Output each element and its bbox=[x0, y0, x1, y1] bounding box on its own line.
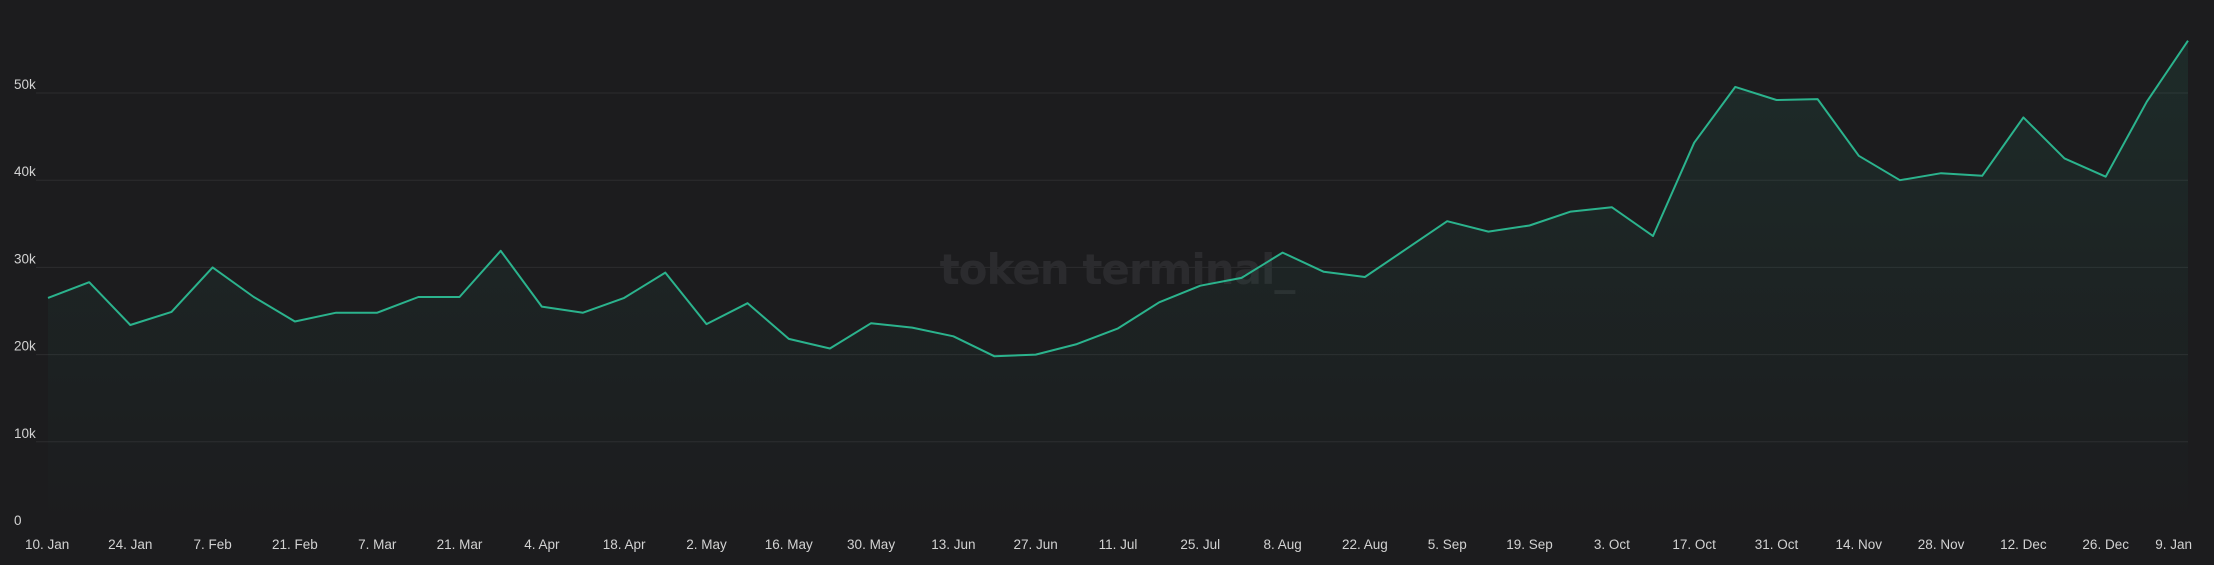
x-tick-label: 24. Jan bbox=[108, 537, 152, 552]
x-tick-label: 21. Feb bbox=[272, 537, 318, 552]
series-line-group bbox=[47, 40, 2189, 358]
y-axis-labels: 0 10k 20k 30k 40k 50k bbox=[14, 77, 36, 528]
y-tick-label: 40k bbox=[14, 164, 36, 179]
x-tick-label: 7. Feb bbox=[193, 537, 231, 552]
x-tick-label: 11. Jul bbox=[1099, 537, 1138, 552]
x-tick-label: 21. Mar bbox=[437, 537, 483, 552]
x-tick-label: 28. Nov bbox=[1918, 537, 1965, 552]
x-tick-label: 5. Sep bbox=[1428, 537, 1467, 552]
x-tick-label: 12. Dec bbox=[2000, 537, 2047, 552]
series-area-fill bbox=[48, 40, 2188, 529]
y-tick-label: 20k bbox=[14, 339, 36, 354]
x-tick-label: 26. Dec bbox=[2082, 537, 2129, 552]
x-tick-label: 13. Jun bbox=[931, 537, 975, 552]
x-tick-label: 14. Nov bbox=[1836, 537, 1883, 552]
x-tick-label: 19. Sep bbox=[1506, 537, 1553, 552]
series-area bbox=[48, 40, 2188, 529]
y-tick-label: 10k bbox=[14, 426, 36, 441]
y-tick-label: 50k bbox=[14, 77, 36, 92]
x-tick-label: 18. Apr bbox=[603, 537, 646, 552]
x-tick-label: 4. Apr bbox=[524, 537, 560, 552]
x-tick-label: 22. Aug bbox=[1342, 537, 1388, 552]
x-tick-label: 7. Mar bbox=[358, 537, 397, 552]
x-tick-label: 3. Oct bbox=[1594, 537, 1630, 552]
x-tick-label: 30. May bbox=[847, 537, 895, 552]
x-tick-label: 2. May bbox=[686, 537, 727, 552]
y-tick-label: 0 bbox=[14, 513, 22, 528]
x-tick-label: 31. Oct bbox=[1755, 537, 1799, 552]
x-tick-label: 8. Aug bbox=[1263, 537, 1301, 552]
x-tick-label: 9. Jan bbox=[2155, 537, 2192, 552]
x-tick-label: 25. Jul bbox=[1180, 537, 1220, 552]
x-tick-label: 10. Jan bbox=[25, 537, 69, 552]
y-tick-label: 30k bbox=[14, 251, 36, 266]
x-axis-labels: 10. Jan 24. Jan 7. Feb 21. Feb 7. Mar 21. Mar… bbox=[25, 537, 2192, 552]
x-tick-label: 17. Oct bbox=[1672, 537, 1716, 552]
x-tick-label: 27. Jun bbox=[1014, 537, 1058, 552]
x-tick-label: 16. May bbox=[765, 537, 813, 552]
